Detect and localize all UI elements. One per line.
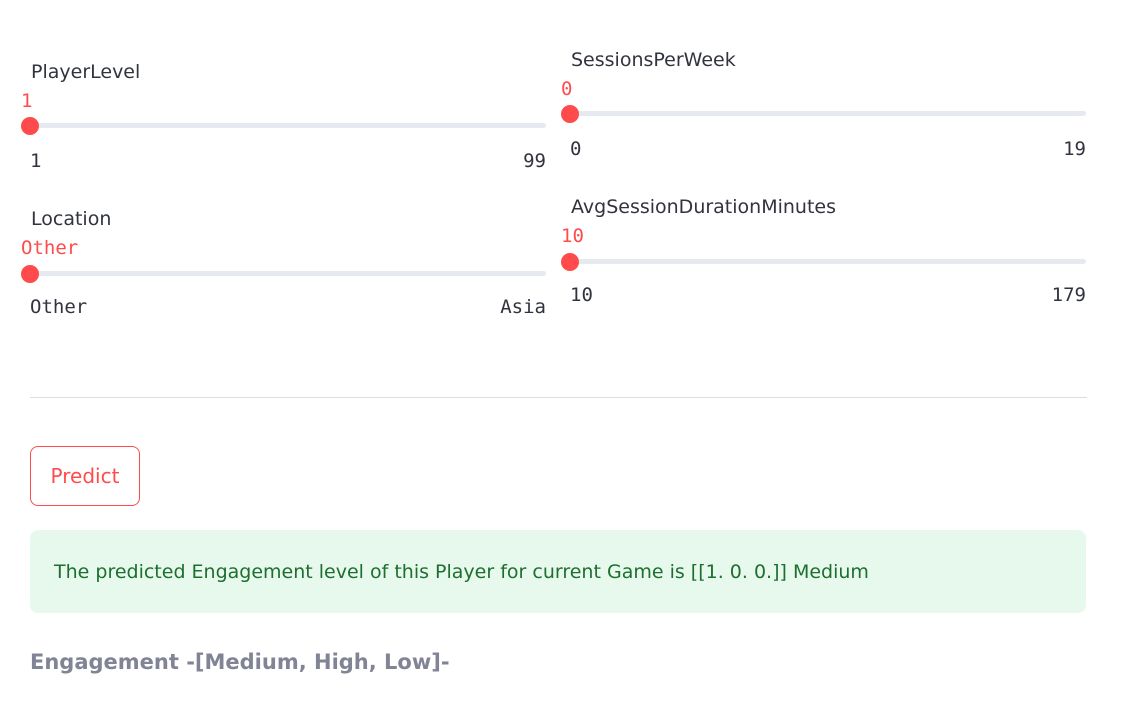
- slider-max-label: 179: [1051, 284, 1086, 306]
- slider-label: AvgSessionDurationMinutes: [571, 196, 836, 218]
- slider-current-value: 1: [21, 90, 33, 112]
- prediction-message: The predicted Engagement level of this P…: [54, 560, 869, 583]
- slider-max-label: 19: [1063, 138, 1086, 160]
- slider-min-label: 1: [30, 150, 42, 172]
- slider-location: Location Other Other Asia: [21, 207, 546, 322]
- slider-max-label: 99: [523, 150, 546, 172]
- slider-current-value: Other: [21, 237, 79, 259]
- slider-min-label: 10: [570, 284, 593, 306]
- engagement-legend: Engagement -[Medium, High, Low]-: [30, 650, 450, 674]
- slider-avg-session-duration: AvgSessionDurationMinutes 10 10 179: [561, 195, 1086, 310]
- slider-max-label: Asia: [500, 296, 546, 318]
- slider-thumb[interactable]: [21, 265, 39, 283]
- slider-current-value: 10: [561, 225, 584, 247]
- slider-min-label: 0: [570, 138, 582, 160]
- slider-sessions-per-week: SessionsPerWeek 0 0 19: [561, 48, 1086, 163]
- success-alert: The predicted Engagement level of this P…: [30, 530, 1086, 613]
- slider-track[interactable]: [570, 111, 1086, 116]
- slider-player-level: PlayerLevel 1 1 99: [21, 60, 546, 175]
- slider-thumb[interactable]: [561, 253, 579, 271]
- slider-thumb[interactable]: [21, 117, 39, 135]
- slider-thumb[interactable]: [561, 105, 579, 123]
- slider-label: PlayerLevel: [31, 61, 141, 83]
- slider-track[interactable]: [30, 123, 546, 128]
- slider-min-label: Other: [30, 296, 88, 318]
- slider-label: Location: [31, 208, 112, 230]
- slider-track[interactable]: [30, 271, 546, 276]
- slider-label: SessionsPerWeek: [571, 49, 736, 71]
- section-divider: [30, 397, 1087, 398]
- predict-button[interactable]: Predict: [30, 446, 140, 506]
- slider-current-value: 0: [561, 78, 573, 100]
- slider-track[interactable]: [570, 259, 1086, 264]
